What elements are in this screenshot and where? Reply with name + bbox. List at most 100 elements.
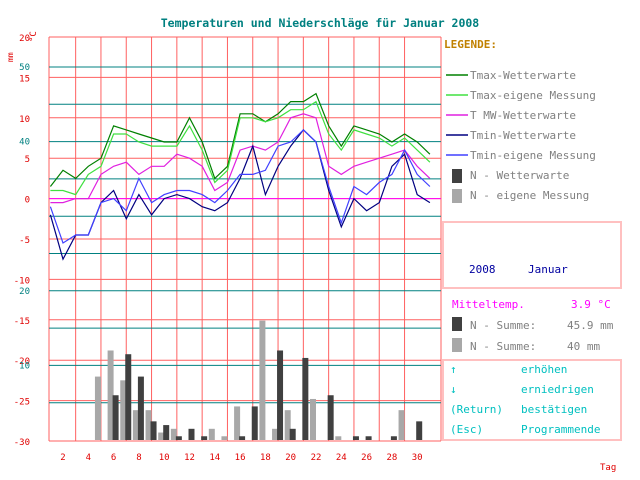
control-key: ↓ — [450, 383, 457, 396]
y-tick-label: -10 — [14, 276, 30, 286]
y-tick-label: 20 — [19, 34, 30, 44]
x-tick-label: 26 — [361, 453, 372, 463]
y-tick-label: -20 — [14, 357, 30, 367]
x-tick-label: 14 — [209, 453, 220, 463]
precip-bar-own — [94, 376, 101, 440]
mean-temp-label: Mitteltemp. — [452, 298, 525, 311]
precip-bar-own — [310, 398, 316, 440]
precip-bar-own — [120, 380, 127, 440]
legend-label: N - eigene Messung — [470, 189, 589, 202]
legend-swatch — [452, 189, 462, 203]
x-tick-label: 6 — [111, 453, 116, 463]
precip-bar-own — [221, 436, 228, 440]
precip-bars — [94, 320, 423, 440]
y-tick-label: -25 — [14, 398, 30, 408]
precip-bar-station — [352, 436, 359, 440]
controls-panel — [442, 359, 622, 441]
y-tick-label: -30 — [14, 438, 30, 448]
x-tick-label: 12 — [184, 453, 195, 463]
precip-bar-station — [289, 428, 296, 440]
precip-bar-station — [277, 350, 284, 440]
precip-unit-label: mm — [6, 52, 15, 62]
sum2-value: 40 mm — [567, 340, 600, 353]
period-panel — [442, 221, 622, 289]
legend-items: Tmax-Wetterwarte Tmax-eigene Messung T MW-… — [446, 69, 596, 203]
precip-bar-station — [163, 425, 170, 440]
precip-tick-label: 20 — [19, 287, 30, 297]
controls-list: ↑ erhöhen ↓ erniedrigen (Return) bestätigen (E… — [450, 363, 600, 436]
precip-bar-own — [170, 428, 177, 440]
precip-tick-label: 40 — [19, 138, 30, 148]
precip-bar-station — [327, 395, 334, 440]
x-tick-label: 24 — [336, 453, 347, 463]
mean-temp-value: 3.9 °C — [571, 298, 611, 311]
precip-bar-own — [284, 410, 291, 440]
control-action: bestätigen — [521, 403, 587, 416]
x-tick-label: 2 — [60, 453, 65, 463]
legend-label: Tmin-Wetterwarte — [470, 129, 576, 142]
temp-unit-label: °C — [29, 31, 39, 42]
control-key: ↑ — [450, 363, 457, 376]
legend-swatch — [452, 169, 462, 183]
control-key: (Esc) — [450, 423, 483, 436]
precip-bar-own — [335, 436, 342, 440]
precip-bar-station — [201, 436, 208, 440]
y-tick-label: 0 — [25, 196, 30, 206]
sum1-value: 45.9 mm — [567, 319, 614, 332]
precip-bar-own — [132, 410, 139, 440]
temp-lines — [49, 92, 431, 261]
control-action: erniedrigen — [521, 383, 594, 396]
sum1-label: N - Summe: — [470, 319, 536, 332]
precip-bar-own — [259, 320, 266, 440]
x-tick-label: 4 — [86, 453, 91, 463]
legend-label: T MW-Wetterwarte — [470, 109, 576, 122]
precip-tick-label: 50 — [19, 63, 30, 73]
period-month: Januar — [528, 263, 568, 276]
stats-panel: Mitteltemp. 3.9 °C N - Summe: 45.9 mm N … — [452, 298, 614, 353]
precip-bar-own — [158, 432, 165, 440]
y-tick-label: 10 — [19, 115, 30, 125]
precip-bar-station — [416, 421, 423, 440]
precip-bar-own — [398, 410, 405, 440]
precip-bar-own — [272, 428, 279, 440]
series-line-tmax-eigene-messung — [50, 100, 431, 196]
precip-bar-own — [208, 428, 215, 440]
x-tick-label: 20 — [285, 453, 296, 463]
x-tick-label: 10 — [159, 453, 170, 463]
precip-bar-station — [302, 357, 309, 440]
y-tick-label: -5 — [19, 236, 30, 246]
precip-bar-station — [251, 406, 258, 440]
precip-bar-station — [175, 436, 182, 440]
control-action: Programmende — [521, 423, 600, 436]
chart-title: Temperaturen und Niederschläge für Janua… — [161, 16, 480, 30]
precip-bar-station — [137, 376, 144, 440]
precip-bar-station — [390, 436, 397, 440]
precip-bar-station — [150, 421, 157, 440]
legend-title: LEGENDE: — [444, 38, 497, 51]
legend-panel: LEGENDE: Tmax-Wetterwarte Tmax-eigene Mes… — [444, 38, 596, 203]
precip-bar-station — [125, 354, 132, 440]
precip-bar-own — [234, 406, 241, 440]
x-tick-label: 18 — [260, 453, 271, 463]
legend-label: Tmin-eigene Messung — [470, 149, 596, 162]
sum1-swatch — [452, 317, 462, 331]
x-tick-label: 22 — [311, 453, 322, 463]
y-tick-label: -15 — [14, 317, 30, 327]
x-tick-label: 28 — [386, 453, 397, 463]
series-line-tmax-wetterwarte — [49, 92, 431, 187]
precip-bar-station — [239, 436, 246, 440]
precip-tick-label: 10 — [19, 361, 30, 371]
precip-bar-own — [107, 350, 114, 440]
legend-label: Tmax-eigene Messung — [470, 89, 596, 102]
legend-label: N - Wetterwarte — [470, 169, 569, 182]
y-tick-label: 5 — [25, 155, 30, 165]
x-tick-label: 30 — [412, 453, 423, 463]
control-action: erhöhen — [521, 363, 567, 376]
x-tick-label: 16 — [235, 453, 246, 463]
series-line-tmin-eigene-messung — [49, 129, 431, 244]
precip-bar-station — [188, 428, 195, 440]
control-key: (Return) — [450, 403, 503, 416]
period-year: 2008 — [469, 263, 496, 276]
precip-bar-station — [112, 395, 119, 440]
